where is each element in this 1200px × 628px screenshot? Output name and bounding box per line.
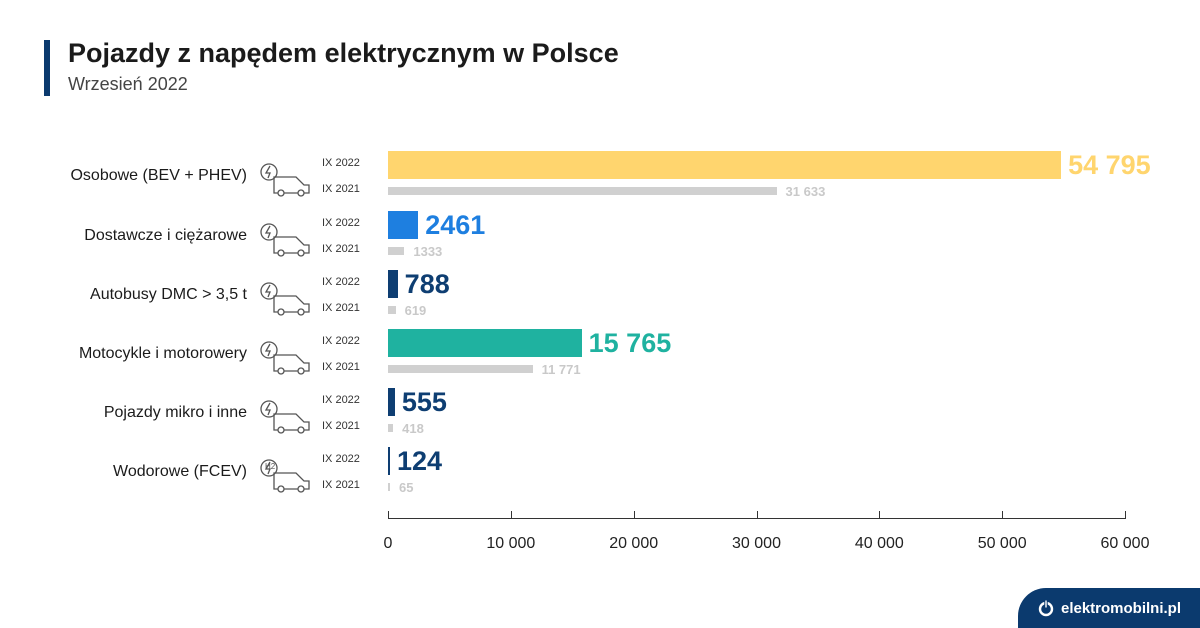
- bus-electric-icon: [258, 280, 314, 321]
- bar-2022: [388, 329, 582, 357]
- series-label-2022: IX 2022: [322, 276, 360, 288]
- value-label-2022: 54 795: [1068, 150, 1151, 180]
- page-subtitle: Wrzesień 2022: [68, 74, 188, 94]
- x-tick: [1125, 511, 1126, 519]
- x-tick: [633, 511, 635, 519]
- bar-2022: [388, 447, 390, 475]
- x-tick-label: 40 000: [854, 535, 904, 552]
- bar-2022: [388, 270, 398, 298]
- bar-2022: [388, 211, 419, 239]
- category-label: Pojazdy mikro i inne: [103, 404, 247, 421]
- x-tick-label: 0: [383, 535, 393, 552]
- series-label-2022: IX 2022: [322, 453, 360, 465]
- bar-2021: [388, 424, 394, 432]
- series-label-2021: IX 2021: [322, 420, 360, 432]
- micro-vehicle-electric-icon: [258, 398, 314, 439]
- value-label-2021: 31 633: [785, 184, 826, 199]
- value-label-2022: 15 765: [588, 328, 672, 358]
- x-tick-label: 10 000: [486, 535, 536, 552]
- motorcycle-electric-icon: [258, 339, 314, 380]
- bar-2022: [388, 151, 1062, 179]
- bar-2021: [388, 365, 533, 373]
- value-label-2021: 418: [402, 421, 424, 436]
- title-accent-bar: [44, 40, 50, 96]
- x-tick-label: 50 000: [977, 535, 1027, 552]
- x-tick-label: 20 000: [609, 535, 659, 552]
- value-label-2022: 2461: [425, 210, 486, 240]
- category-label: Autobusy DMC > 3,5 t: [90, 286, 247, 303]
- category-label: Wodorowe (FCEV): [113, 463, 247, 480]
- value-label-2021: 619: [404, 303, 427, 318]
- value-label-2022: 788: [404, 269, 450, 299]
- series-label-2022: IX 2022: [322, 335, 360, 347]
- x-tick: [879, 511, 881, 519]
- category-label: Osobowe (BEV + PHEV): [70, 167, 247, 184]
- series-label-2021: IX 2021: [322, 302, 360, 314]
- value-label-2021: 11 771: [541, 362, 581, 377]
- bar-2022: [388, 388, 395, 416]
- bar-2021: [388, 483, 390, 491]
- page-title: Pojazdy z napędem elektrycznym w Polsce: [68, 38, 619, 68]
- x-tick: [756, 511, 758, 519]
- power-icon: [1038, 599, 1054, 617]
- series-label-2022: IX 2022: [322, 157, 360, 169]
- x-tick-label: 60 000: [1100, 535, 1150, 552]
- series-label-2021: IX 2021: [322, 243, 360, 255]
- value-label-2021: 1333: [413, 244, 443, 259]
- series-label-2022: IX 2022: [322, 394, 360, 406]
- hydrogen-badge: H2: [265, 462, 276, 471]
- truck-electric-icon: [258, 221, 314, 262]
- series-label-2021: IX 2021: [322, 183, 360, 195]
- car-hydrogen-icon: H2: [258, 457, 314, 498]
- category-label: Dostawcze i ciężarowe: [84, 227, 247, 244]
- series-label-2022: IX 2022: [322, 217, 360, 229]
- series-label-2021: IX 2021: [322, 361, 360, 373]
- car-electric-icon: [258, 161, 314, 202]
- brand-logo[interactable]: elektromobilni.pl: [1018, 588, 1200, 628]
- brand-label: elektromobilni.pl: [1060, 599, 1181, 617]
- bar-2021: [388, 306, 396, 314]
- bar-2021: [388, 187, 777, 195]
- bar-2021: [388, 247, 405, 255]
- value-label-2022: 555: [401, 387, 447, 417]
- category-label: Motocykle i motorowery: [78, 345, 247, 362]
- x-tick: [510, 511, 512, 519]
- x-tick-label: 30 000: [732, 535, 781, 552]
- value-label-2021: 65: [399, 480, 414, 495]
- x-tick: [1002, 511, 1004, 519]
- x-tick: [388, 511, 389, 519]
- series-label-2021: IX 2021: [322, 479, 360, 491]
- value-label-2022: 124: [397, 446, 443, 476]
